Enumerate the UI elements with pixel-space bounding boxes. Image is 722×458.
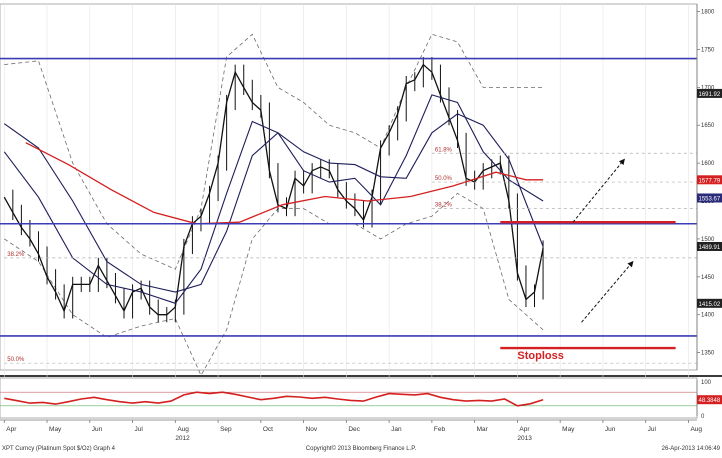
month-label: Aug	[177, 426, 189, 433]
price-value-tag	[697, 241, 722, 251]
month-label: Dec	[348, 426, 360, 433]
moving-average-fast	[3, 94, 544, 304]
price-value-tag	[697, 193, 722, 203]
price-tick-label: 1750	[701, 47, 715, 53]
year-label: 2013	[517, 435, 532, 442]
price-value-tag-label: 1415.02	[699, 302, 721, 308]
price-tick-label: 1450	[701, 275, 715, 281]
month-label: Jul	[648, 426, 657, 433]
month-label: Aug	[690, 426, 702, 433]
month-label: May	[49, 426, 62, 433]
month-label: Jun	[92, 426, 103, 433]
indicator-value-tag	[697, 395, 722, 405]
price-tick-label: 1400	[701, 313, 715, 319]
month-label: Jul	[135, 426, 144, 433]
indicator-tick-label: 0	[701, 414, 705, 420]
price-tick-label: 1600	[701, 161, 715, 167]
price-value-tag-label: 1577.79	[699, 178, 721, 184]
price-tick-label: 1500	[701, 237, 715, 243]
month-label: Mar	[477, 426, 489, 433]
month-label: Feb	[434, 426, 446, 433]
indicator-line	[4, 391, 544, 407]
month-label: Oct	[263, 426, 273, 433]
indicator-tick-label: 100	[701, 380, 712, 386]
month-label: Nov	[306, 426, 318, 433]
indicator-value-label: 48.3848	[699, 398, 721, 404]
price-tick-label: 1350	[701, 351, 715, 357]
moving-average-red	[25, 142, 544, 225]
fib-level-label: 50.0%	[7, 357, 25, 363]
price-value-tag	[697, 298, 722, 308]
indicator-panel-frame	[0, 377, 698, 419]
price-tick-label: 1800	[701, 10, 715, 16]
month-label: Sep	[220, 426, 232, 433]
footer-center: Copyright© 2013 Bloomberg Finance L.P.	[306, 445, 417, 452]
price-tick-label: 1700	[701, 85, 715, 91]
footer-right: 26-Apr-2013 14:06:49	[662, 446, 721, 452]
price-panel-frame	[0, 3, 698, 371]
month-label: Jun	[605, 426, 616, 433]
bollinger-lower-band	[4, 192, 544, 377]
projection-arrow	[581, 260, 634, 323]
fib-level-label: 61.8%	[435, 147, 453, 153]
bollinger-upper-band	[4, 33, 544, 270]
fib-level-label: 50.0%	[435, 176, 453, 182]
fib-level-label: 38.2%	[435, 203, 453, 209]
projection-arrow	[572, 158, 625, 223]
month-label: Apr	[6, 426, 17, 433]
year-label: 2012	[175, 435, 190, 442]
footer-left: XPT Curncy (Platinum Spot $/Oz) Graph 4	[2, 446, 116, 452]
fib-level-label: 38.2%	[7, 252, 25, 258]
price-value-tag	[697, 88, 722, 98]
price-value-tag-label: 1489.91	[699, 245, 721, 251]
price-value-tag-label: 1691.92	[699, 92, 721, 98]
price-value-tag-label: 1553.67	[699, 196, 721, 202]
month-label: Jan	[391, 426, 402, 433]
price-value-tag	[697, 175, 722, 185]
moving-average-slow	[3, 113, 544, 293]
month-label: May	[562, 426, 575, 433]
price-tick-label: 1650	[701, 123, 715, 129]
stoploss-label: Stoploss	[517, 350, 563, 362]
month-label: Apr	[519, 426, 530, 433]
